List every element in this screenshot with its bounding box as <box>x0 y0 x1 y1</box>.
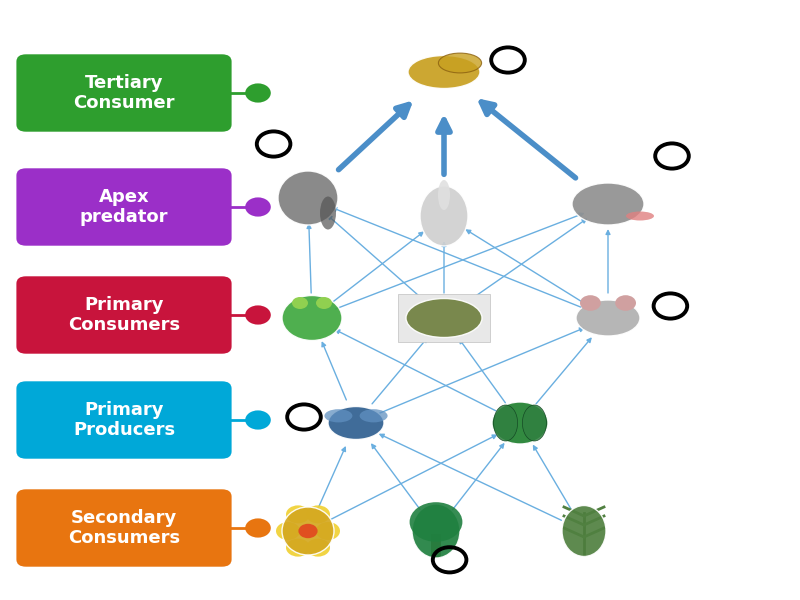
Circle shape <box>245 83 270 103</box>
Ellipse shape <box>320 196 336 229</box>
Circle shape <box>286 539 310 557</box>
Circle shape <box>276 522 300 540</box>
Ellipse shape <box>360 409 388 422</box>
FancyBboxPatch shape <box>431 534 441 558</box>
Ellipse shape <box>328 407 384 439</box>
Ellipse shape <box>562 505 606 557</box>
Circle shape <box>286 505 310 523</box>
Circle shape <box>245 518 270 538</box>
Text: Secondary
Consumers: Secondary Consumers <box>68 509 180 547</box>
Circle shape <box>615 295 636 311</box>
Ellipse shape <box>420 186 468 246</box>
Circle shape <box>306 505 330 523</box>
Circle shape <box>245 410 270 430</box>
Circle shape <box>306 539 330 557</box>
Circle shape <box>292 297 308 309</box>
FancyBboxPatch shape <box>17 490 232 566</box>
Text: Primary
Producers: Primary Producers <box>73 401 175 439</box>
Ellipse shape <box>278 171 338 225</box>
Ellipse shape <box>576 300 640 336</box>
Ellipse shape <box>522 405 546 441</box>
Circle shape <box>245 305 270 325</box>
Ellipse shape <box>406 298 482 337</box>
FancyBboxPatch shape <box>17 382 232 458</box>
Circle shape <box>580 295 601 311</box>
Circle shape <box>316 297 332 309</box>
Circle shape <box>316 522 340 540</box>
Circle shape <box>245 197 270 217</box>
Ellipse shape <box>492 402 548 444</box>
Ellipse shape <box>282 507 334 555</box>
Text: Primary
Consumers: Primary Consumers <box>68 296 180 334</box>
FancyBboxPatch shape <box>17 55 232 132</box>
Ellipse shape <box>438 53 482 73</box>
Text: Apex
predator: Apex predator <box>80 188 168 226</box>
Ellipse shape <box>408 55 480 88</box>
Ellipse shape <box>494 405 518 441</box>
FancyBboxPatch shape <box>17 276 232 354</box>
Circle shape <box>410 502 462 542</box>
Text: Tertiary
Consumer: Tertiary Consumer <box>74 74 174 112</box>
Ellipse shape <box>325 409 352 422</box>
Ellipse shape <box>438 180 450 210</box>
FancyBboxPatch shape <box>17 168 232 246</box>
Ellipse shape <box>572 183 644 225</box>
Ellipse shape <box>412 504 460 558</box>
FancyBboxPatch shape <box>398 294 490 342</box>
Circle shape <box>298 524 318 538</box>
Ellipse shape <box>282 295 342 340</box>
Ellipse shape <box>626 211 654 220</box>
